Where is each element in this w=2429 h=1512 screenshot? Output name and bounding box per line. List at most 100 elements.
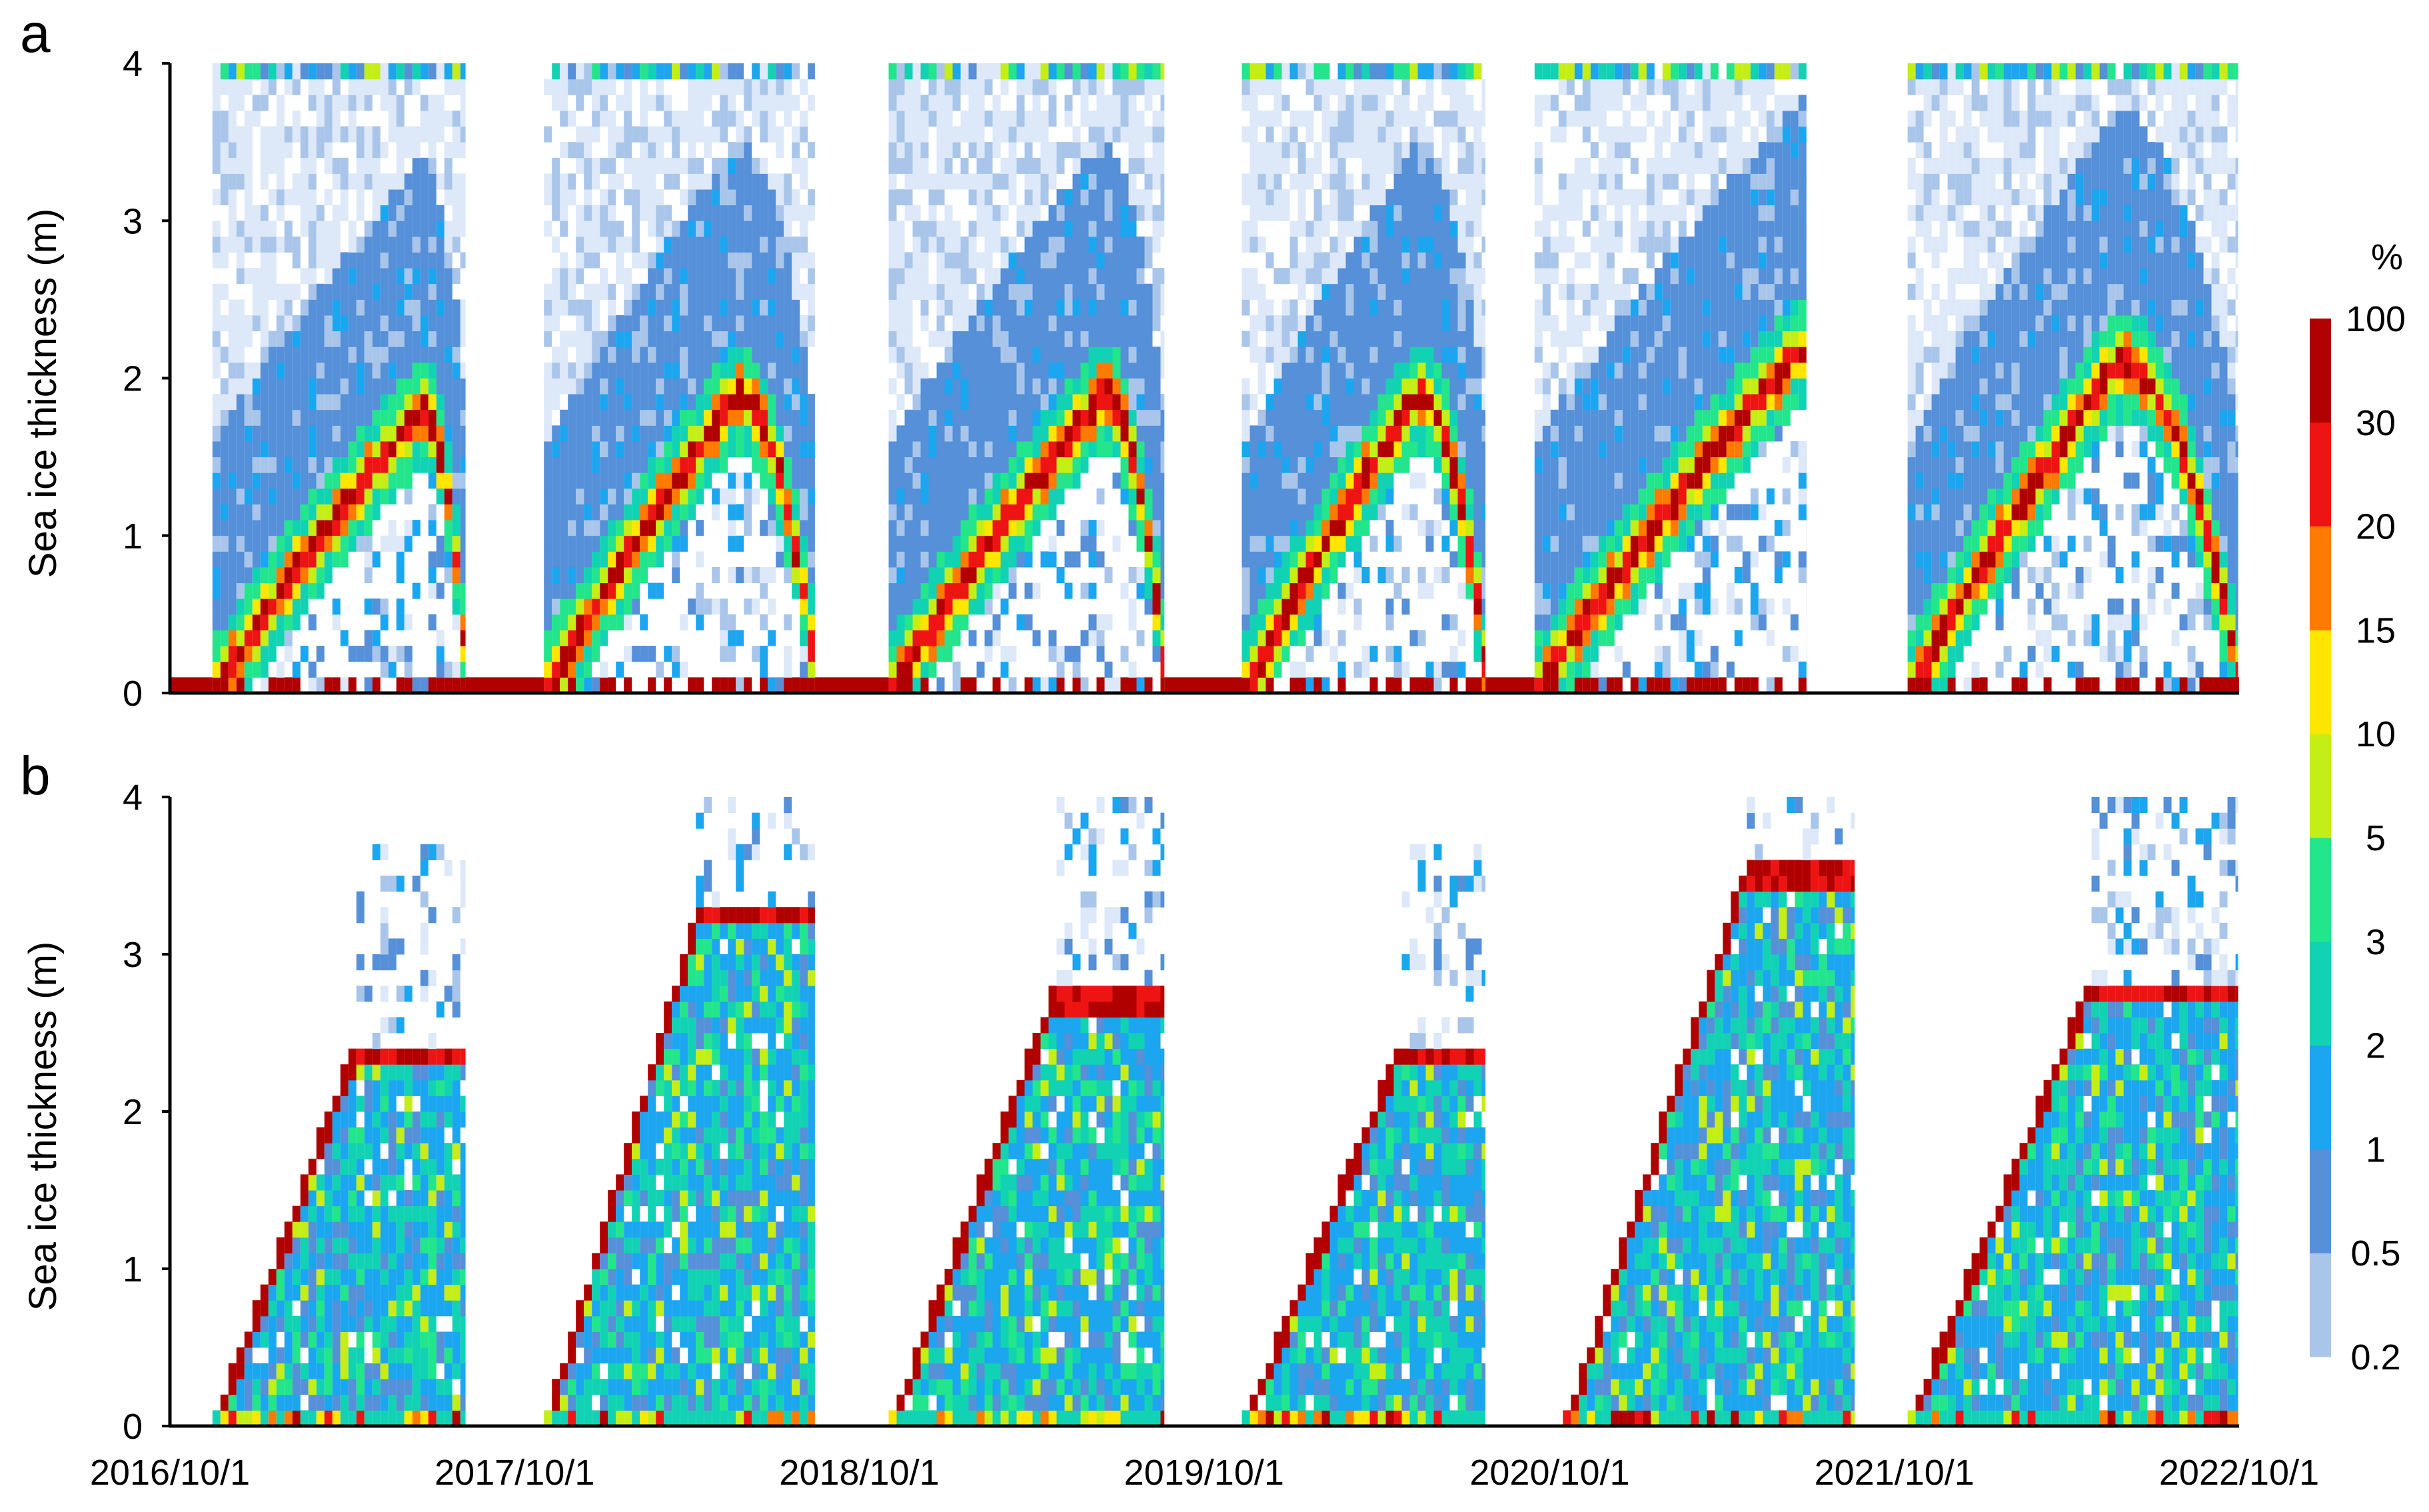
heatmap-cell <box>896 441 905 458</box>
heatmap-cell <box>284 63 293 80</box>
heatmap-cell <box>1136 110 1145 127</box>
heatmap-cell <box>1433 331 1442 347</box>
heatmap-cell <box>444 456 452 473</box>
heatmap-cell <box>648 142 656 159</box>
heatmap-cell <box>800 646 808 662</box>
heatmap-cell <box>452 221 460 237</box>
heatmap-cell <box>1353 551 1362 568</box>
heatmap-cell <box>1112 677 1121 694</box>
heatmap-cell <box>1638 409 1647 426</box>
heatmap-cell <box>452 189 460 206</box>
heatmap-cell <box>460 677 466 694</box>
heatmap-cell <box>672 63 680 80</box>
heatmap-cell <box>404 299 412 316</box>
heatmap-cell <box>1249 283 1258 300</box>
heatmap-cell <box>1008 268 1017 285</box>
heatmap-cell <box>1024 205 1033 221</box>
heatmap-cell <box>800 520 808 536</box>
heatmap-cell <box>1678 79 1687 95</box>
heatmap-cell <box>220 630 229 646</box>
heatmap-cell <box>1686 252 1695 269</box>
heatmap-cell <box>1048 142 1057 159</box>
heatmap-cell <box>912 535 921 552</box>
heatmap-cell <box>1353 535 1362 552</box>
heatmap-cell <box>1048 221 1057 237</box>
heatmap-cell <box>784 221 792 237</box>
heatmap-cell <box>976 126 985 143</box>
heatmap-cell <box>1566 614 1575 630</box>
heatmap-cell <box>316 567 325 584</box>
heatmap-cell <box>380 268 389 285</box>
heatmap-cell <box>584 520 592 536</box>
heatmap-cell <box>664 299 672 316</box>
heatmap-cell <box>1417 110 1426 127</box>
heatmap-cell <box>1433 268 1442 285</box>
heatmap-cell <box>1558 394 1567 410</box>
heatmap-cell <box>1016 409 1025 426</box>
heatmap-cell <box>1249 456 1258 473</box>
heatmap-cell <box>244 331 253 347</box>
heatmap-cell <box>744 488 752 504</box>
heatmap-cell <box>1646 157 1655 174</box>
heatmap-cell <box>800 551 808 568</box>
heatmap-cell <box>616 347 624 363</box>
heatmap-cell <box>976 472 985 489</box>
heatmap-cell <box>1574 409 1583 426</box>
heatmap-cell <box>952 425 961 442</box>
heatmap-cell <box>1401 441 1410 458</box>
heatmap-cell <box>348 472 357 489</box>
heatmap-cell <box>268 142 277 159</box>
heatmap-cell <box>1670 205 1679 221</box>
heatmap-cell <box>960 488 969 504</box>
heatmap-cell <box>348 252 357 269</box>
heatmap-cell <box>968 441 977 458</box>
heatmap-cell <box>1297 409 1306 426</box>
heatmap-cell <box>1409 299 1418 316</box>
heatmap-cell <box>1606 567 1615 584</box>
heatmap-cell <box>904 378 913 394</box>
heatmap-cell <box>688 221 696 237</box>
heatmap-cell <box>688 347 696 363</box>
heatmap-cell <box>1566 394 1575 410</box>
heatmap-cell <box>928 205 937 221</box>
heatmap-cell <box>1654 347 1663 363</box>
heatmap-cell <box>212 551 221 568</box>
heatmap-cell <box>1160 646 1165 662</box>
heatmap-cell <box>608 409 616 426</box>
heatmap-cell <box>752 79 760 95</box>
heatmap-cell <box>720 79 728 95</box>
heatmap-cell <box>1598 504 1607 520</box>
heatmap-cell <box>220 252 229 269</box>
heatmap-cell <box>960 472 969 489</box>
heatmap-cell <box>1008 299 1017 316</box>
heatmap-cell <box>1481 535 1486 552</box>
heatmap-cell <box>1056 236 1065 253</box>
heatmap-cell <box>1104 268 1113 285</box>
heatmap-cell <box>1385 378 1394 394</box>
heatmap-cell <box>1393 331 1402 347</box>
heatmap-cell <box>308 157 317 174</box>
heatmap-cell <box>1678 126 1687 143</box>
heatmap-cell <box>212 142 221 159</box>
heatmap-cell <box>1441 236 1450 253</box>
heatmap-cell <box>300 173 309 190</box>
heatmap-cell <box>212 157 221 174</box>
heatmap-cell <box>1144 205 1153 221</box>
heatmap-cell <box>1273 268 1282 285</box>
heatmap-cell <box>1441 252 1450 269</box>
heatmap-cell <box>1614 95 1623 111</box>
heatmap-cell <box>1377 347 1386 363</box>
heatmap-cell <box>436 126 444 143</box>
heatmap-cell <box>460 63 466 80</box>
heatmap-cell <box>236 79 245 95</box>
heatmap-cell <box>236 378 245 394</box>
heatmap-cell <box>260 456 269 473</box>
heatmap-cell <box>1473 252 1482 269</box>
heatmap-cell <box>236 173 245 190</box>
heatmap-cell <box>1590 362 1599 378</box>
heatmap-cell <box>316 535 325 552</box>
heatmap-cell <box>1032 409 1041 426</box>
heatmap-cell <box>552 567 560 584</box>
heatmap-cell <box>1361 157 1370 174</box>
heatmap-cell <box>1112 347 1121 363</box>
